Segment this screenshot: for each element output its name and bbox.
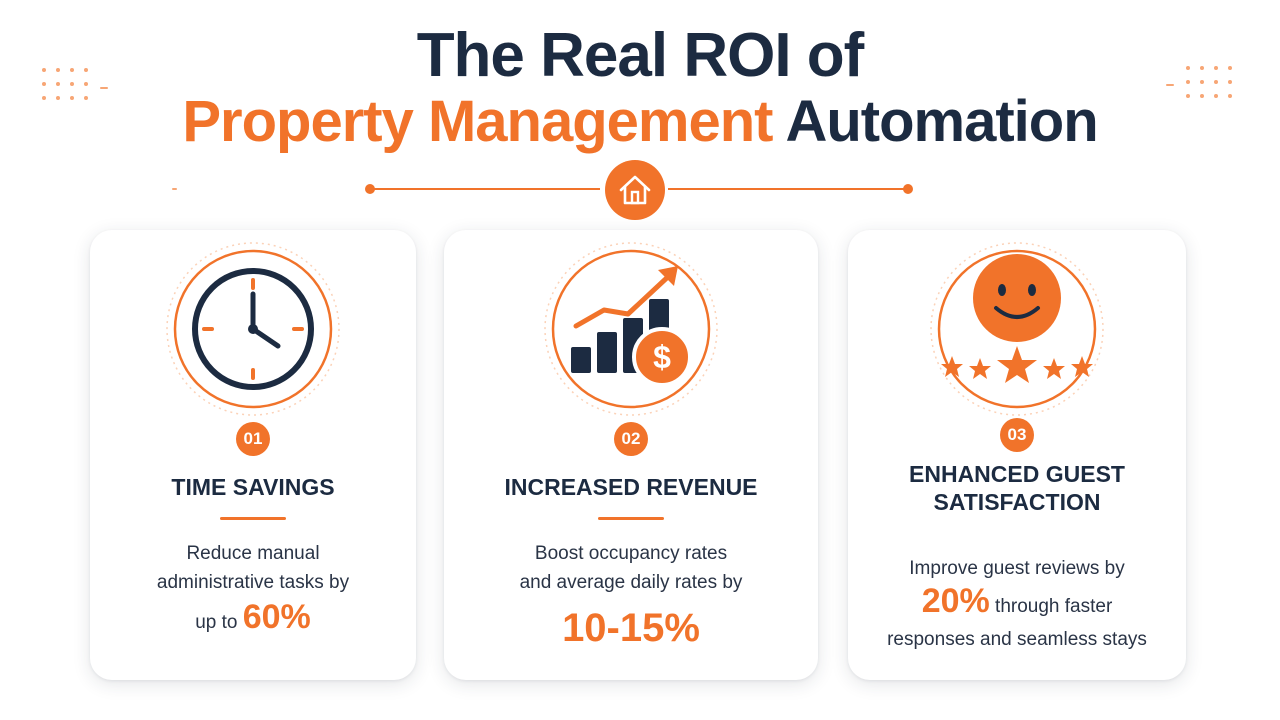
title-underline [220, 517, 286, 520]
decorative-dash [1166, 84, 1174, 86]
divider-line-left [370, 188, 600, 190]
highlight-stat: 60% [242, 598, 311, 636]
decorative-dots-right [1186, 66, 1232, 98]
title-underline [598, 517, 664, 520]
card-description: Boost occupancy rates and average daily … [444, 539, 818, 649]
card-description: Improve guest reviews by 20% through fas… [848, 554, 1186, 654]
card-guest-satisfaction: 03 ENHANCED GUEST SATISFACTION Improve g… [848, 230, 1186, 680]
highlight-stat: 20% [921, 582, 990, 620]
divider-dot-right [903, 184, 913, 194]
desc-line: responses and seamless stays [887, 629, 1147, 650]
card-title: TIME SAVINGS [171, 474, 335, 500]
step-number-badge: 02 [614, 422, 648, 456]
decorative-dots-left [42, 68, 88, 100]
divider-line-right [668, 188, 908, 190]
card-increased-revenue: $ 02 INCREASED REVENUE Boost occupancy r… [444, 230, 818, 680]
home-badge [605, 160, 665, 220]
title-dark-text: Automation [785, 89, 1098, 154]
desc-line: Reduce manual [186, 543, 320, 564]
svg-text:$: $ [653, 339, 671, 375]
home-icon [619, 175, 651, 205]
card-title: INCREASED REVENUE [504, 474, 758, 500]
desc-prefix: up to [195, 612, 238, 633]
title-accent-text: Property Management [182, 89, 773, 154]
decorative-dash [100, 87, 108, 89]
card-title-line: ENHANCED GUEST [909, 461, 1125, 487]
highlight-stat: 10-15% [562, 606, 700, 650]
card-time-savings: 01 TIME SAVINGS Reduce manual administra… [90, 230, 416, 680]
clock-icon [158, 234, 348, 424]
step-number-badge: 03 [1000, 418, 1034, 452]
decorative-dash [172, 188, 177, 190]
smiley-stars-icon [922, 234, 1112, 424]
revenue-chart-icon: $ [536, 234, 726, 424]
card-title: ENHANCED GUEST SATISFACTION [848, 460, 1186, 516]
desc-line: up to 60% [90, 600, 416, 637]
desc-line: administrative tasks by [156, 572, 350, 593]
step-number-badge: 01 [236, 422, 270, 456]
card-title-line: SATISFACTION [933, 489, 1101, 515]
card-description: Reduce manual administrative tasks by up… [90, 539, 416, 637]
page-title-line1: The Real ROI of [416, 21, 865, 90]
page-title-line2: Property Management Automation [0, 88, 1280, 155]
desc-line: Improve guest reviews by [909, 558, 1125, 579]
desc-line: Boost occupancy rates [534, 543, 728, 564]
desc-line: 20% through faster [848, 583, 1186, 625]
desc-line: and average daily rates by [519, 572, 743, 593]
desc-suffix: through faster [995, 596, 1113, 617]
